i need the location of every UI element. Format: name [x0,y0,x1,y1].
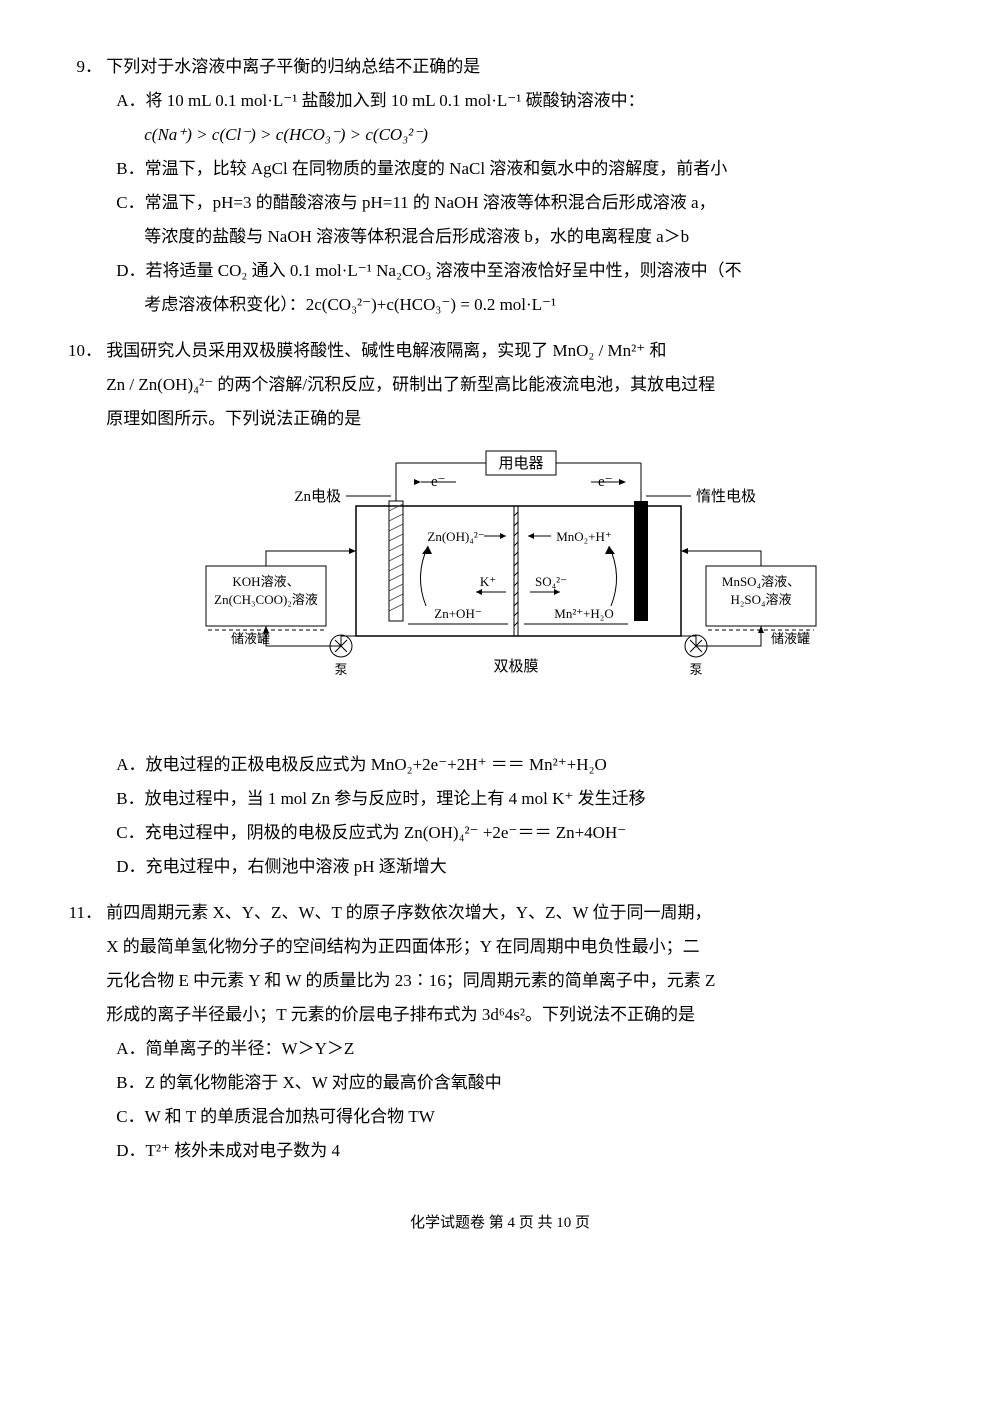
svg-znoh: Zn+OH⁻ [435,606,482,621]
battery-diagram: 用电器 e⁻ e⁻ Zn电极 惰性电极 [106,446,926,738]
q11-stem4: 形成的离子半径最小；T 元素的价层电子排布式为 3d⁶4s²。下列说法不正确的是 [106,998,926,1032]
q9-option-a: A．将 10 mL 0.1 mol·L⁻¹ 盐酸加入到 10 mL 0.1 mo… [116,84,926,118]
q9-stem: 下列对于水溶液中离子平衡的归纳总结不正确的是 [106,50,926,84]
q9-option-b: B．常温下，比较 AgCl 在同物质的量浓度的 NaCl 溶液和氨水中的溶解度，… [116,152,926,186]
svg-inert-electrode: 惰性电极 [696,488,756,505]
q9-number: 9． [60,50,102,84]
svg-zn-electrode: Zn电极 [295,488,342,505]
q10-option-d: D．充电过程中，右侧池中溶液 pH 逐渐增大 [116,850,926,884]
svg-left-storage: 储液罐 [231,631,270,646]
q10-stem3: 原理如图所示。下列说法正确的是 [106,402,926,436]
q10-number: 10． [60,334,102,368]
svg-kplus: K⁺ [480,574,496,589]
q9-a-line1: A．将 10 mL 0.1 mol·L⁻¹ 盐酸加入到 10 mL 0.1 mo… [116,91,644,110]
q10-option-b: B．放电过程中，当 1 mol Zn 参与反应时，理论上有 4 mol K⁺ 发… [116,782,926,816]
q10-option-c: C．充电过程中，阴极的电极反应式为 Zn(OH)₄²⁻ +2e⁻＝＝ Zn+4O… [116,816,926,850]
svg-membrane: 双极膜 [494,658,539,675]
q9-d-line2: 考虑溶液体积变化）：2c(CO₃²⁻)+c(HCO₃⁻) = 0.2 mol·L… [144,288,926,322]
q11-number: 11． [60,896,102,930]
question-10: 10． 我国研究人员采用双极膜将酸性、碱性电解液隔离，实现了 MnO₂ / Mn… [60,334,940,884]
q9-a-line2: c(Na⁺) > c(Cl⁻) > c(HCO₃⁻) > c(CO₃²⁻) [144,118,926,152]
q9-option-c: C．常温下，pH=3 的醋酸溶液与 pH=11 的 NaOH 溶液等体积混合后形… [116,186,926,220]
q11-option-b: B．Z 的氧化物能溶于 X、W 对应的最高价含氧酸中 [116,1066,926,1100]
q9-c-line1: C．常温下，pH=3 的醋酸溶液与 pH=11 的 NaOH 溶液等体积混合后形… [116,193,715,212]
svg-right-tank1: MnSO₄溶液、 [722,574,800,589]
q11-option-a: A．简单离子的半径：W＞Y＞Z [116,1032,926,1066]
q10-option-a: A．放电过程的正极电极反应式为 MnO₂+2e⁻+2H⁺ ＝＝ Mn²⁺+H₂O [116,748,926,782]
svg-device: 用电器 [499,455,544,472]
svg-right-tank2: H₂SO₄溶液 [731,592,792,607]
q11-body: 前四周期元素 X、Y、Z、W、T 的原子序数依次增大，Y、Z、W 位于同一周期，… [106,896,926,1168]
svg-so4: SO₄²⁻ [535,574,567,589]
q11-stem2: X 的最简单氢化物分子的空间结构为正四面体形；Y 在同周期中电负性最小；二 [106,930,926,964]
q11-option-d: D．T²⁺ 核外未成对电子数为 4 [116,1134,926,1168]
q9-body: 下列对于水溶液中离子平衡的归纳总结不正确的是 A．将 10 mL 0.1 mol… [106,50,926,322]
svg-pump-left: 泵 [335,662,348,677]
svg-left-tank2: Zn(CH₃COO)₂溶液 [214,592,318,607]
q9-c-line2: 等浓度的盐酸与 NaOH 溶液等体积混合后形成溶液 b，水的电离程度 a＞b [144,220,926,254]
q10-body: 我国研究人员采用双极膜将酸性、碱性电解液隔离，实现了 MnO₂ / Mn²⁺ 和… [106,334,926,884]
q11-stem3: 元化合物 E 中元素 Y 和 W 的质量比为 23∶16；同周期元素的简单离子中… [106,964,926,998]
q9-d-line1: D．若将适量 CO₂ 通入 0.1 mol·L⁻¹ Na₂CO₃ 溶液中至溶液恰… [116,261,741,280]
page-footer: 化学试题卷 第 4 页 共 10 页 [60,1208,940,1238]
svg-left-tank1: KOH溶液、 [233,574,300,589]
svg-mnh2o: Mn²⁺+H₂O [555,606,614,621]
question-11: 11． 前四周期元素 X、Y、Z、W、T 的原子序数依次增大，Y、Z、W 位于同… [60,896,940,1168]
svg-pump-right: 泵 [690,662,703,677]
question-9: 9． 下列对于水溶液中离子平衡的归纳总结不正确的是 A．将 10 mL 0.1 … [60,50,940,322]
svg-mno2h: MnO₂+H⁺ [556,529,612,544]
q11-stem1: 前四周期元素 X、Y、Z、W、T 的原子序数依次增大，Y、Z、W 位于同一周期， [106,896,926,930]
q11-option-c: C．W 和 T 的单质混合加热可得化合物 TW [116,1100,926,1134]
svg-znoh4: Zn(OH)₄²⁻ [428,529,485,544]
svg-right-storage: 储液罐 [771,631,810,646]
q10-stem2: Zn / Zn(OH)₄²⁻ 的两个溶解/沉积反应，研制出了新型高比能液流电池，… [106,368,926,402]
q10-stem1: 我国研究人员采用双极膜将酸性、碱性电解液隔离，实现了 MnO₂ / Mn²⁺ 和 [106,334,926,368]
q9-option-d: D．若将适量 CO₂ 通入 0.1 mol·L⁻¹ Na₂CO₃ 溶液中至溶液恰… [116,254,926,288]
